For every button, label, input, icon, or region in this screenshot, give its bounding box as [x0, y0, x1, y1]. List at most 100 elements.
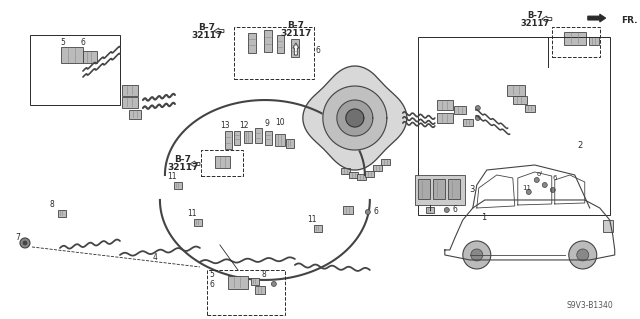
FancyArrow shape — [214, 28, 224, 34]
Bar — [207, 270, 285, 315]
Bar — [564, 32, 586, 45]
Bar — [255, 128, 262, 143]
Bar — [589, 37, 599, 45]
Polygon shape — [323, 86, 387, 150]
Text: 8: 8 — [50, 200, 54, 210]
Circle shape — [365, 210, 371, 214]
Bar — [244, 131, 252, 143]
Text: 6: 6 — [209, 280, 214, 289]
Text: 9: 9 — [264, 119, 269, 128]
Bar — [275, 134, 285, 146]
Bar — [234, 27, 314, 79]
Circle shape — [471, 249, 483, 261]
Circle shape — [526, 189, 531, 195]
Bar — [61, 47, 83, 63]
Bar — [349, 172, 358, 178]
Bar — [426, 207, 434, 213]
Bar — [437, 100, 453, 110]
Bar — [415, 175, 465, 205]
Bar — [277, 35, 284, 53]
Text: 6: 6 — [452, 205, 457, 214]
Bar — [418, 179, 430, 199]
Bar — [30, 35, 120, 105]
Bar — [286, 139, 294, 148]
Bar — [228, 276, 248, 289]
Circle shape — [542, 182, 547, 188]
Text: FR.: FR. — [621, 16, 637, 25]
Circle shape — [577, 249, 589, 261]
Text: 6: 6 — [373, 207, 378, 217]
Polygon shape — [346, 109, 364, 127]
Text: B-7: B-7 — [175, 155, 191, 165]
Bar — [58, 210, 66, 217]
Text: B-7: B-7 — [527, 11, 543, 19]
Bar — [448, 179, 460, 199]
Text: 2: 2 — [577, 140, 582, 150]
Circle shape — [534, 177, 540, 182]
Circle shape — [463, 241, 491, 269]
Text: 32117: 32117 — [191, 31, 223, 40]
Text: 4: 4 — [152, 254, 157, 263]
Bar — [264, 30, 272, 52]
Bar — [248, 33, 256, 53]
Text: 32117: 32117 — [167, 164, 198, 173]
Text: 32117: 32117 — [520, 19, 549, 27]
Bar — [265, 131, 272, 145]
Bar — [463, 119, 473, 126]
Text: 11: 11 — [167, 173, 177, 182]
Bar — [552, 27, 600, 57]
Bar — [122, 85, 138, 96]
Polygon shape — [303, 66, 407, 170]
Circle shape — [20, 238, 30, 248]
Text: 11: 11 — [307, 215, 317, 225]
Text: 5: 5 — [61, 38, 65, 47]
Text: o': o' — [537, 171, 543, 177]
Bar — [174, 182, 182, 189]
Bar — [433, 179, 445, 199]
Bar — [418, 37, 610, 215]
Circle shape — [271, 281, 276, 286]
Bar — [234, 131, 240, 145]
FancyArrow shape — [190, 161, 200, 167]
Circle shape — [23, 241, 27, 245]
Bar — [603, 220, 612, 232]
Bar — [225, 131, 232, 149]
Text: 7: 7 — [15, 234, 20, 242]
Text: 3: 3 — [469, 185, 474, 195]
FancyArrow shape — [588, 14, 605, 22]
Bar — [129, 110, 141, 119]
Circle shape — [550, 188, 556, 192]
Text: 8: 8 — [262, 271, 266, 279]
Bar — [291, 39, 299, 57]
Bar — [454, 106, 466, 114]
Text: 11: 11 — [522, 185, 531, 191]
FancyArrow shape — [293, 43, 299, 55]
Bar — [255, 286, 265, 294]
Text: 32117: 32117 — [280, 29, 312, 38]
Bar — [437, 113, 453, 123]
Bar — [507, 85, 525, 96]
Bar — [215, 156, 230, 168]
Bar — [201, 150, 243, 176]
Text: 5: 5 — [209, 271, 214, 279]
Text: 1: 1 — [481, 213, 486, 222]
Circle shape — [444, 207, 449, 212]
Text: S9V3-B1340: S9V3-B1340 — [566, 301, 613, 310]
Bar — [525, 105, 535, 112]
Polygon shape — [337, 100, 373, 136]
Bar — [373, 165, 382, 171]
Text: B-7: B-7 — [287, 20, 305, 30]
Text: 6: 6 — [552, 175, 557, 181]
Text: B-7: B-7 — [198, 23, 216, 32]
Bar — [357, 174, 366, 180]
Circle shape — [569, 241, 596, 269]
Bar — [365, 171, 374, 177]
Text: 10: 10 — [275, 117, 285, 127]
Bar — [314, 225, 322, 232]
Text: 13: 13 — [220, 121, 230, 130]
Text: 11: 11 — [187, 210, 196, 219]
Circle shape — [476, 115, 480, 121]
Bar — [513, 96, 527, 104]
Bar — [122, 97, 138, 108]
Bar — [343, 206, 353, 214]
